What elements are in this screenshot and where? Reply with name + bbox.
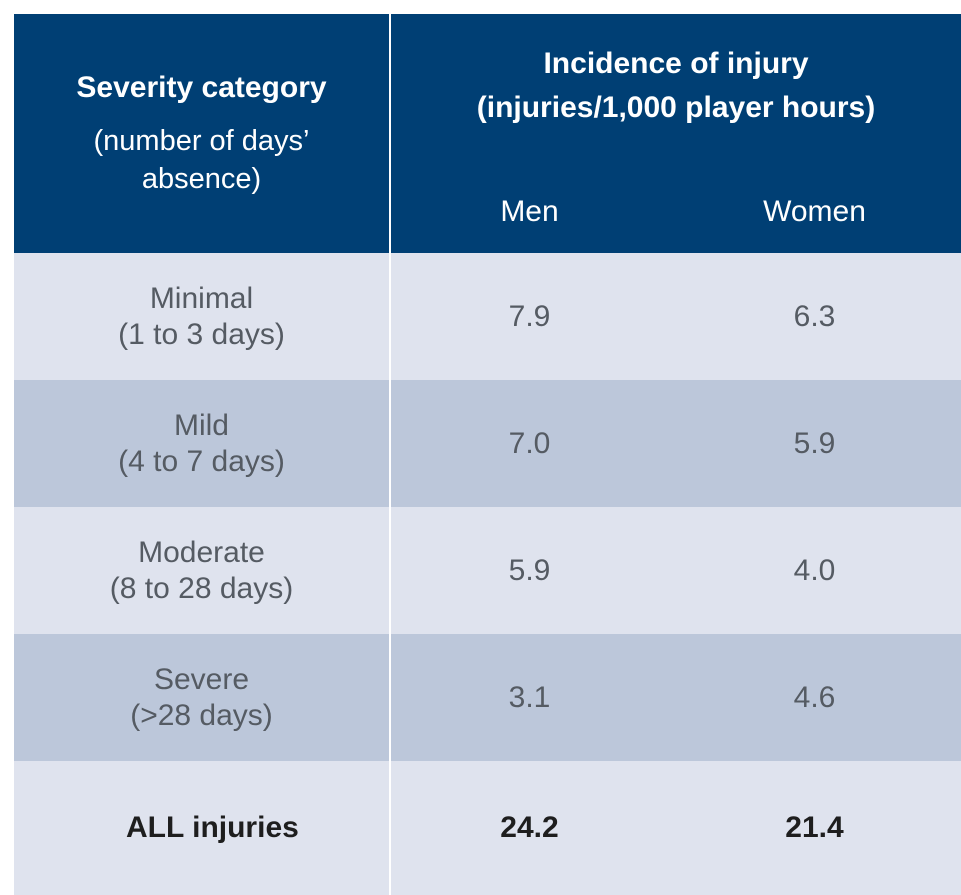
women-value: 6.3 bbox=[793, 299, 836, 333]
severity-cell: Mild (4 to 7 days) bbox=[14, 380, 391, 507]
severity-header-cell: Severity category (number of days’ absen… bbox=[14, 14, 391, 253]
men-value: 3.1 bbox=[508, 680, 551, 714]
men-total-cell: 24.2 bbox=[391, 761, 668, 895]
severity-header-title: Severity category bbox=[76, 71, 327, 104]
men-value-cell: 5.9 bbox=[391, 507, 668, 634]
severity-cell: Moderate (8 to 28 days) bbox=[14, 507, 391, 634]
women-value-cell: 5.9 bbox=[668, 380, 961, 507]
men-value: 7.9 bbox=[508, 299, 551, 333]
men-value-cell: 7.0 bbox=[391, 380, 668, 507]
table-row: Minimal (1 to 3 days) 7.9 6.3 bbox=[14, 253, 961, 380]
men-column-header: Men bbox=[500, 195, 559, 228]
total-label-cell: ALL injuries bbox=[14, 761, 391, 895]
severity-range: (8 to 28 days) bbox=[109, 571, 294, 605]
women-value: 5.9 bbox=[793, 426, 836, 460]
incidence-header-cell: Incidence of injury (injuries/1,000 play… bbox=[391, 14, 961, 253]
women-value-cell: 6.3 bbox=[668, 253, 961, 380]
table-row: Severe (>28 days) 3.1 4.6 bbox=[14, 634, 961, 761]
women-total-value: 21.4 bbox=[785, 811, 844, 844]
incidence-header-subtitle: (injuries/1,000 player hours) bbox=[476, 91, 876, 124]
severity-cell: Minimal (1 to 3 days) bbox=[14, 253, 391, 380]
women-value: 4.0 bbox=[793, 553, 836, 587]
total-label: ALL injuries bbox=[126, 811, 299, 844]
men-value-cell: 7.9 bbox=[391, 253, 668, 380]
table-row: Mild (4 to 7 days) 7.0 5.9 bbox=[14, 380, 961, 507]
incidence-header-title: Incidence of injury bbox=[543, 47, 809, 80]
severity-header-subtitle-line-1: (number of days’ bbox=[93, 125, 310, 157]
women-value: 4.6 bbox=[793, 680, 836, 714]
women-column-header: Women bbox=[763, 195, 866, 228]
women-total-cell: 21.4 bbox=[668, 761, 961, 895]
severity-range: (>28 days) bbox=[130, 698, 273, 732]
severity-cell: Severe (>28 days) bbox=[14, 634, 391, 761]
men-value: 7.0 bbox=[508, 426, 551, 460]
severity-name: Minimal bbox=[149, 281, 254, 315]
women-value-cell: 4.6 bbox=[668, 634, 961, 761]
severity-name: Mild bbox=[173, 408, 229, 442]
men-value-cell: 3.1 bbox=[391, 634, 668, 761]
severity-range: (1 to 3 days) bbox=[118, 317, 285, 351]
severity-name: Moderate bbox=[138, 535, 265, 569]
injury-incidence-table: Severity category (number of days’ absen… bbox=[14, 14, 961, 895]
severity-header-subtitle: (number of days’ absence) bbox=[94, 122, 310, 198]
severity-name: Severe bbox=[153, 662, 250, 696]
total-row: ALL injuries 24.2 21.4 bbox=[14, 761, 961, 895]
table-header: Severity category (number of days’ absen… bbox=[14, 14, 961, 253]
men-total-value: 24.2 bbox=[500, 811, 559, 844]
men-value: 5.9 bbox=[508, 553, 551, 587]
table-row: Moderate (8 to 28 days) 5.9 4.0 bbox=[14, 507, 961, 634]
severity-header-subtitle-line-2: absence) bbox=[141, 163, 262, 195]
severity-range: (4 to 7 days) bbox=[118, 444, 285, 478]
women-value-cell: 4.0 bbox=[668, 507, 961, 634]
